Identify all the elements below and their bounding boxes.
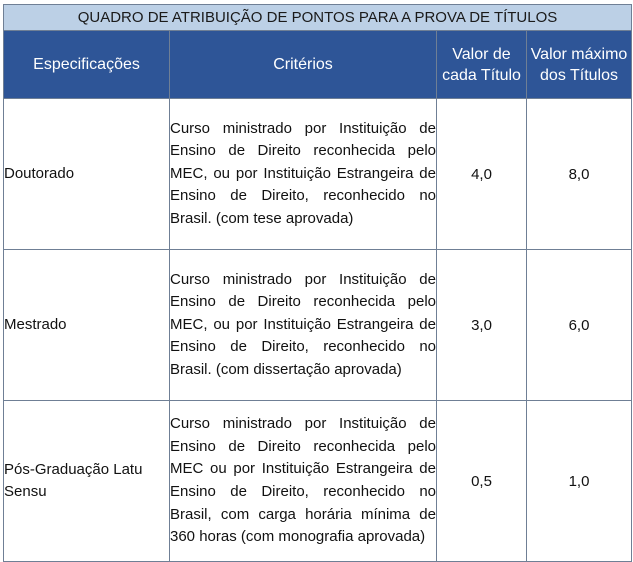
row-specification: Mestrado [3, 249, 170, 401]
row-value-each: 3,0 [436, 249, 527, 401]
points-table: QUADRO DE ATRIBUIÇÃO DE PONTOS PARA A PR… [3, 4, 632, 562]
row-value-max: 1,0 [526, 400, 632, 562]
table-row: Pós-Graduação Latu Sensu Curso ministrad… [3, 400, 632, 562]
row-value-max: 6,0 [526, 249, 632, 401]
header-value-each: Valor de cada Título [436, 30, 527, 99]
row-criteria: Curso ministrado por Instituição de Ensi… [169, 249, 437, 401]
table-title: QUADRO DE ATRIBUIÇÃO DE PONTOS PARA A PR… [3, 4, 632, 31]
row-criteria: Curso ministrado por Instituição de Ensi… [169, 98, 437, 250]
table-row: Doutorado Curso ministrado por Instituiç… [3, 98, 632, 250]
table-title-row: QUADRO DE ATRIBUIÇÃO DE PONTOS PARA A PR… [3, 4, 632, 31]
row-criteria: Curso ministrado por Instituição de Ensi… [169, 400, 437, 562]
row-value-each: 4,0 [436, 98, 527, 250]
table-row: Mestrado Curso ministrado por Instituiçã… [3, 249, 632, 401]
header-specifications: Especificações [3, 30, 170, 99]
row-value-each: 0,5 [436, 400, 527, 562]
row-specification: Pós-Graduação Latu Sensu [3, 400, 170, 562]
header-row: Especificações Critérios Valor de cada T… [3, 30, 632, 99]
row-value-max: 8,0 [526, 98, 632, 250]
row-specification: Doutorado [3, 98, 170, 250]
header-value-max: Valor máximo dos Títulos [526, 30, 632, 99]
header-criteria: Critérios [169, 30, 437, 99]
